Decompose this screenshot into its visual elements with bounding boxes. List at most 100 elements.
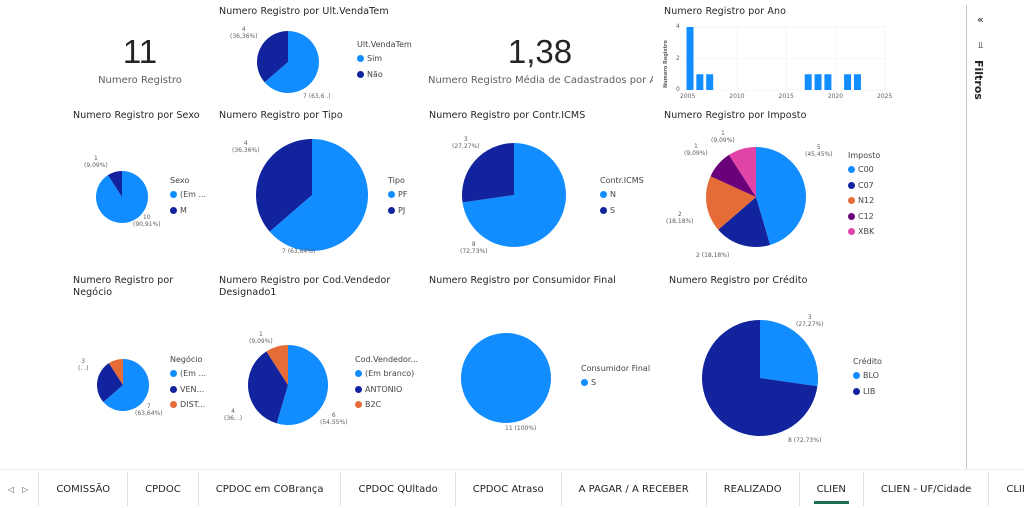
- next-page-icon[interactable]: ▷: [22, 484, 29, 494]
- pie-slice-c07[interactable]: [718, 197, 771, 248]
- legend-item[interactable]: B2C: [355, 400, 381, 409]
- legend-dot-icon: [170, 191, 177, 198]
- pie-slice-blo[interactable]: [760, 320, 818, 387]
- legend-item[interactable]: C12: [848, 212, 874, 221]
- filters-pane[interactable]: « ⫫ Filtros: [966, 5, 1024, 470]
- y-tick-label: 4: [676, 23, 680, 30]
- pie-slice-n-o[interactable]: [257, 31, 288, 83]
- legend-label: Sim: [367, 54, 383, 63]
- legend-item[interactable]: C00: [848, 165, 874, 174]
- legend-item[interactable]: XBK: [848, 227, 874, 236]
- y-tick-label: 0: [676, 86, 680, 93]
- bar-2006[interactable]: [696, 74, 704, 90]
- legend-dot-icon: [357, 55, 364, 62]
- pie-slice-b2c[interactable]: [266, 345, 288, 385]
- tab-comissao[interactable]: COMISSÃO: [38, 472, 127, 506]
- chart-title: Numero Registro por Contr.ICMS: [429, 110, 586, 121]
- legend-item[interactable]: PJ: [388, 206, 405, 215]
- bar-2007[interactable]: [706, 74, 714, 90]
- legend-item[interactable]: C07: [848, 181, 874, 190]
- legend-dot-icon: [600, 191, 607, 198]
- legend-item[interactable]: N: [600, 190, 616, 199]
- tab-cpdoc-atraso[interactable]: CPDOC Atraso: [454, 472, 561, 506]
- data-label: 5 (45,45%): [805, 144, 833, 158]
- legend-item[interactable]: M: [170, 206, 187, 215]
- pie-slice-em-branco[interactable]: [276, 345, 328, 425]
- legend-title: Contr.ICMS: [600, 176, 644, 185]
- pie-slice-ven[interactable]: [97, 363, 123, 403]
- tab-nav: ◁ ▷: [0, 485, 38, 494]
- bar-2021[interactable]: [844, 74, 852, 90]
- tab-clien[interactable]: CLIEN: [798, 472, 863, 506]
- tab-clien-u[interactable]: CLIEN - Ú: [988, 472, 1024, 506]
- chart-title: Numero Registro por Consumidor Final: [429, 275, 617, 286]
- legend-label: (Em branco): [365, 369, 415, 378]
- tab-realizado[interactable]: REALIZADO: [705, 472, 799, 506]
- legend-title: Consumidor Final: [581, 364, 651, 373]
- pie-slice-n[interactable]: [462, 143, 567, 248]
- legend-item[interactable]: PF: [388, 190, 407, 199]
- legend-dot-icon: [848, 181, 855, 189]
- data-label: 2 (18,18%): [696, 252, 730, 259]
- collapse-chevron-icon[interactable]: «: [977, 13, 984, 26]
- tab-pagar-receber[interactable]: A PAGAR / A RECEBER: [560, 472, 706, 506]
- legend-item[interactable]: S: [581, 378, 596, 387]
- legend-item[interactable]: (Em branco): [355, 369, 414, 378]
- data-label: 1 (9,09%): [84, 155, 108, 169]
- pie-slice-dist[interactable]: [108, 359, 123, 385]
- tab-clien-uf-cidade[interactable]: CLIEN - UF/Cidade: [862, 472, 988, 506]
- pie-slice-pf[interactable]: [269, 139, 368, 251]
- legend-item[interactable]: VEN...: [170, 385, 204, 394]
- tab-cpdoc[interactable]: CPDOC: [127, 472, 198, 506]
- bar-2022[interactable]: [853, 74, 861, 90]
- filters-label[interactable]: Filtros: [972, 60, 985, 100]
- chart-title: Numero Registro por Ano: [664, 6, 787, 17]
- tab-cpdoc-cobranca[interactable]: CPDOC em COBrança: [197, 472, 341, 506]
- chart-title: Numero Registro por Crédito: [669, 275, 808, 286]
- legend-item[interactable]: N12: [848, 196, 874, 205]
- pie-slice-c00[interactable]: [756, 147, 807, 245]
- pie-slice-em[interactable]: [103, 359, 150, 411]
- data-label: 8 (72,73%): [460, 241, 488, 255]
- pie-slice-sim[interactable]: [264, 31, 319, 93]
- pie-slice-pj[interactable]: [255, 139, 312, 232]
- pie-slice-s[interactable]: [461, 333, 551, 423]
- data-label: 3 (. .): [78, 358, 89, 372]
- pie-slice-xbk[interactable]: [728, 147, 756, 197]
- legend-item[interactable]: (Em ...: [170, 369, 206, 378]
- pie-slice-m[interactable]: [107, 171, 122, 197]
- data-label: 4 (36,36%): [230, 26, 258, 40]
- legend-item[interactable]: (Em ...: [170, 190, 206, 199]
- bar-2018[interactable]: [814, 74, 822, 90]
- bar-2017[interactable]: [804, 74, 812, 90]
- legend-item[interactable]: Não: [357, 70, 383, 79]
- legend-label: BLO: [863, 371, 879, 380]
- legend-item[interactable]: ANTONIO: [355, 385, 402, 394]
- legend-title: Sexo: [170, 176, 190, 185]
- tab-cpdoc-quitado[interactable]: CPDOC QUltado: [340, 472, 454, 506]
- legend-item[interactable]: S: [600, 206, 615, 215]
- pie-slice-lib[interactable]: [702, 320, 818, 436]
- kpi-count-value: 11: [122, 33, 158, 70]
- pie-slice-c12[interactable]: [710, 154, 756, 197]
- prev-page-icon[interactable]: ◁: [8, 484, 15, 494]
- bar-2005[interactable]: [686, 27, 694, 90]
- pie-slice-em[interactable]: [96, 171, 149, 224]
- legend-label: S: [591, 378, 597, 387]
- legend-title: Cod.Vendedor...: [355, 355, 419, 364]
- pie-slice-s[interactable]: [462, 143, 514, 203]
- data-label: 8 (72,73%): [788, 437, 822, 444]
- legend-item[interactable]: LIB: [853, 387, 875, 396]
- legend-dot-icon: [388, 206, 395, 214]
- legend-item[interactable]: DIST...: [170, 400, 205, 409]
- legend-item[interactable]: Sim: [357, 54, 382, 63]
- legend-label: N: [610, 190, 616, 199]
- chart-title: Numero Registro por Sexo: [73, 110, 200, 121]
- legend-item[interactable]: BLO: [853, 371, 879, 380]
- legend-label: ANTONIO: [365, 384, 403, 394]
- bar-2019[interactable]: [824, 74, 832, 90]
- pie-slice-n12[interactable]: [706, 176, 756, 230]
- legend-label: XBK: [858, 227, 875, 236]
- pie-slice-antonio[interactable]: [247, 351, 288, 424]
